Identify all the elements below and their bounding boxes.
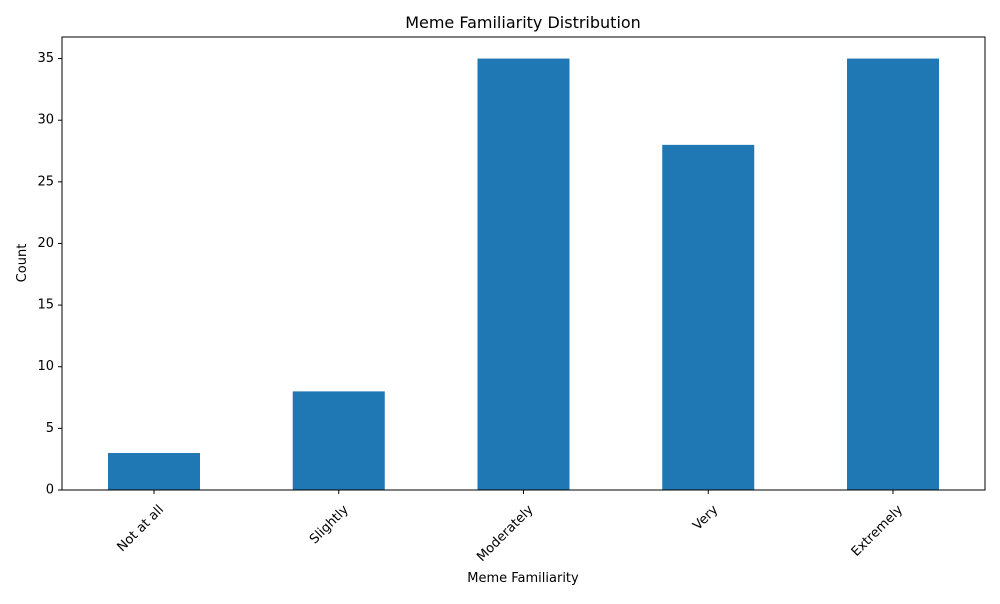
y-tick-label: 0 (46, 483, 54, 498)
y-tick-label: 30 (37, 113, 54, 128)
plot-frame (61, 36, 986, 491)
bar-slightly (292, 391, 385, 490)
y-tick-label: 15 (37, 298, 54, 313)
y-axis: 0 5 10 15 20 25 30 35 (37, 51, 62, 498)
y-axis-label: Count (15, 244, 30, 283)
y-tick-label: 35 (37, 51, 54, 66)
bar-extremely (847, 58, 939, 490)
chart-title: Meme Familiarity Distribution (405, 13, 641, 32)
y-tick-label: 10 (37, 359, 54, 374)
bar-moderately (477, 58, 570, 490)
bar-very (662, 144, 755, 490)
bars-group (108, 58, 939, 490)
y-tick-label: 25 (37, 174, 54, 189)
x-axis-label: Meme Familiarity (467, 571, 579, 586)
y-tick-label: 5 (46, 421, 54, 436)
y-tick-label: 20 (37, 236, 54, 251)
bar-not-at-all (108, 453, 200, 490)
